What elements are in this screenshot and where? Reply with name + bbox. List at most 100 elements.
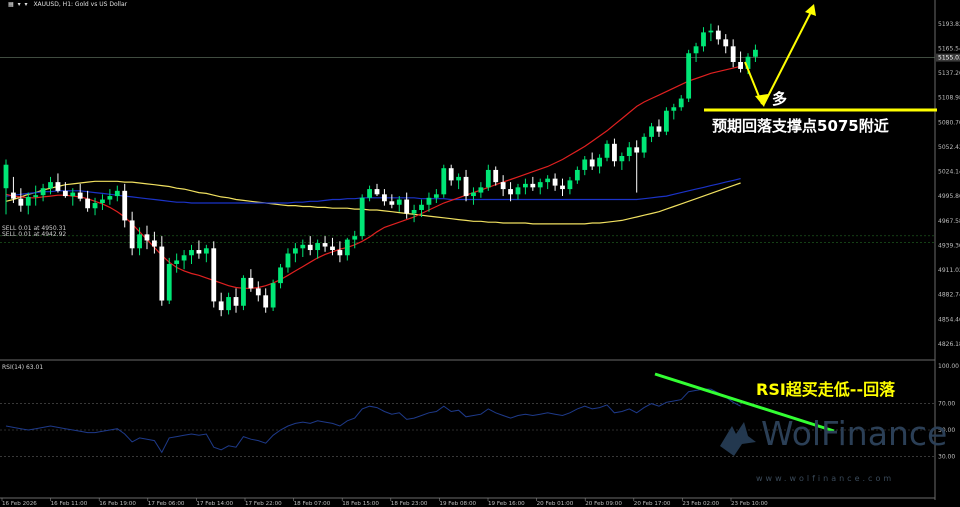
candle-body [292, 248, 298, 254]
candle-body [745, 56, 751, 69]
candle-body [85, 198, 91, 209]
current-price-label: 5155.03 [938, 55, 960, 62]
candle-body [166, 263, 172, 301]
candle-body [114, 190, 120, 197]
price-tick-label: 4967.58 [938, 218, 960, 225]
candle-body [307, 244, 313, 251]
candle-body [552, 178, 558, 186]
rsi-tick-label: 30.00 [938, 453, 955, 460]
candle-body [122, 190, 128, 221]
candle-body [678, 98, 684, 108]
candle-body [589, 159, 595, 167]
price-tick-label: 4911.02 [938, 267, 960, 274]
candle-body [471, 192, 476, 197]
price-axis: 5193.82 5165.54 5137.26 5108.98 5080.70 5052.… [936, 21, 960, 348]
candle-body [537, 182, 543, 188]
candle-body [619, 156, 625, 162]
candle-body [374, 189, 380, 195]
candle-body [515, 187, 521, 195]
candle-body [278, 267, 283, 284]
time-tick-label: 17 Feb 22:00 [245, 501, 282, 507]
candle-body [359, 197, 365, 237]
candle-body [11, 192, 16, 199]
current-price-tag [936, 53, 960, 62]
candle-body [233, 297, 239, 306]
candle-body [152, 240, 157, 247]
time-tick-label: 23 Feb 10:00 [731, 501, 768, 507]
candle-body [411, 209, 417, 214]
sell-order-label-2[interactable]: SELL 0.01 at 4942.92 [2, 231, 67, 238]
moving-averages [5, 65, 741, 289]
candle-body [701, 32, 706, 47]
candle-body [545, 178, 551, 183]
time-axis: 16 Feb 2026 16 Feb 11:00 16 Feb 19:00 17 Fe… [1, 498, 768, 507]
price-tick-label: 5052.42 [938, 144, 960, 151]
candle-body [40, 188, 46, 196]
candle-body [285, 253, 291, 268]
candle-body [597, 157, 602, 167]
candle-body [137, 234, 142, 249]
ma-slow-line [5, 180, 741, 225]
price-tick-label: 5024.14 [938, 169, 960, 176]
candle-body [641, 136, 647, 153]
time-tick-label: 16 Feb 2026 [2, 501, 37, 507]
candle-body [382, 194, 387, 202]
candle-body [404, 199, 410, 214]
candle-body [419, 204, 424, 210]
candle-body [686, 53, 692, 99]
candle-body [500, 182, 506, 190]
price-tick-label: 4882.74 [938, 292, 960, 299]
candle-body [189, 250, 194, 256]
candle-body [456, 176, 462, 181]
candle-body [92, 203, 98, 209]
candle-body [203, 248, 209, 254]
price-tick-label: 5193.82 [938, 21, 960, 28]
candle-body [25, 196, 31, 206]
candle-body [753, 49, 758, 57]
time-tick-label: 18 Feb 15:00 [342, 501, 379, 507]
candle-body [48, 182, 53, 189]
candle-body [129, 220, 135, 249]
price-tick-label: 5165.54 [938, 45, 960, 52]
candle-body [211, 248, 217, 302]
candle-body [448, 168, 454, 181]
candle-body [196, 250, 202, 254]
candle-body [181, 255, 187, 261]
time-tick-label: 20 Feb 01:00 [537, 501, 574, 507]
candle-body [656, 126, 662, 132]
price-tick-label: 4995.86 [938, 193, 960, 200]
candle-body [493, 169, 499, 183]
candle-body [159, 246, 165, 301]
candle-body [433, 194, 439, 198]
candle-body [241, 277, 246, 306]
time-tick-label: 20 Feb 09:00 [585, 501, 622, 507]
candle-body [300, 244, 306, 249]
chart-gridlines [0, 0, 936, 500]
ma-mid-line [5, 178, 741, 204]
rsi-trend-line [654, 372, 835, 433]
candle-body [478, 187, 484, 193]
candle-body [330, 246, 335, 251]
price-tick-label: 5108.98 [938, 95, 960, 102]
candle-body [77, 192, 83, 199]
candle-body [352, 236, 358, 240]
candle-body [604, 143, 610, 158]
sell-order-label-1[interactable]: SELL 0.01 at 4950.31 [2, 225, 67, 232]
candle-body [315, 243, 321, 251]
annotation-rsi: RSI超买走低--回落 [756, 380, 896, 399]
rsi-indicator: 70.00 50.00 30.00 100.00 [0, 363, 959, 460]
candle-body [62, 190, 68, 197]
candle-body [248, 277, 254, 289]
toolbar-icons[interactable]: ▦ ▾ ▾ [8, 1, 29, 8]
rsi-panel-label: RSI(14) 63.01 [2, 364, 44, 371]
candle-body [612, 143, 617, 162]
time-tick-label: 17 Feb 06:00 [148, 501, 185, 507]
symbol-title: XAUUSD, H1: Gold vs US Dollar [33, 1, 128, 8]
time-tick-label: 19 Feb 08:00 [439, 501, 476, 507]
candle-body [508, 189, 513, 195]
candle-body [322, 243, 328, 247]
candle-body [144, 234, 150, 241]
annotation-support: 预期回落支撑点5075附近 [712, 117, 889, 135]
candle-body [723, 39, 729, 47]
candle-body [730, 46, 736, 62]
